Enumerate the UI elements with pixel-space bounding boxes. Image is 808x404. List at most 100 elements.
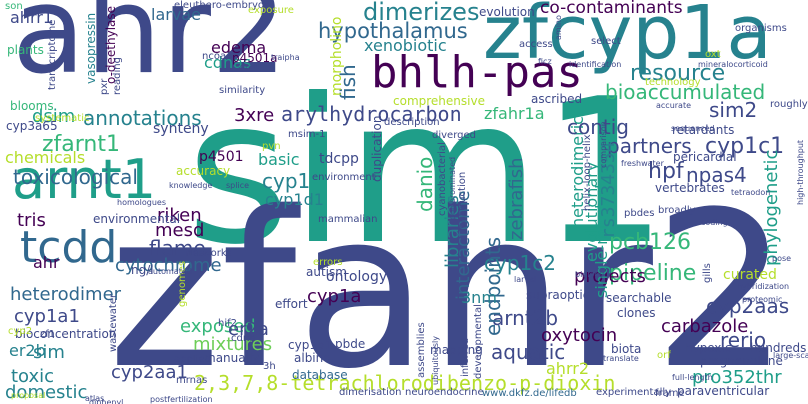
cloud-word: ahr [33, 253, 60, 272]
cloud-word: zfarnt1 [42, 132, 120, 157]
cloud-word: larval [514, 275, 537, 284]
cloud-word: er2b [9, 341, 46, 360]
cloud-word: hypothalamus [318, 19, 468, 43]
cloud-word: curated [723, 267, 777, 283]
cloud-word: heterodimer [10, 284, 122, 305]
cloud-word: biota [611, 342, 642, 356]
cloud-word: technology [645, 77, 701, 88]
cloud-word: tris [17, 210, 46, 231]
cloud-word: partners [607, 134, 692, 158]
cloud-word: systematic [35, 113, 90, 124]
cloud-word: database [292, 368, 348, 382]
cloud-word: proteomic [742, 295, 783, 304]
cloud-word: chemicals [5, 148, 86, 167]
cloud-word: knowledge [169, 181, 213, 190]
cloud-word: comparison [599, 121, 608, 168]
cloud-word: basic [258, 150, 300, 169]
cloud-word: construction [457, 171, 468, 234]
cloud-word: bioconcentration [15, 327, 117, 341]
cloud-word: edema [211, 38, 267, 57]
cloud-word: atlas [85, 394, 105, 403]
cloud-word: transcriptome [47, 19, 58, 90]
cloud-word: pcb126 [609, 230, 692, 255]
cloud-word: pro352thr [692, 367, 782, 388]
cloud-word: draft [240, 62, 260, 71]
cloud-word: coding [701, 218, 728, 227]
cloud-word: sim2 [709, 98, 758, 122]
cloud-word: clones [617, 306, 656, 320]
cloud-word: arnt2b [492, 306, 559, 330]
cloud-word: evolution [479, 5, 535, 19]
cloud-word: contig [567, 115, 630, 139]
cloud-word: cyp1 [262, 169, 311, 193]
cloud-word: homologues [117, 198, 167, 207]
cloud-word: tcdd [20, 222, 118, 273]
cloud-word: dimerisation [339, 387, 402, 398]
cloud-word: blooms [10, 99, 54, 113]
cloud-word: description [384, 117, 440, 128]
cloud-word: reading [112, 57, 123, 95]
cloud-word: paraventricular [677, 384, 770, 398]
cloud-word: zfcyp1a [483, 0, 772, 76]
cloud-word: gills [702, 263, 713, 283]
cloud-word: pericardial [673, 150, 737, 164]
cloud-word: ahrr1 [10, 8, 53, 27]
cloud-word: diphenyl [89, 398, 124, 404]
cloud-word: dsim [32, 106, 76, 127]
cloud-word: broadly [658, 205, 696, 216]
cloud-word: danio [413, 156, 437, 212]
cloud-word: freshwater [621, 159, 664, 168]
cloud-word: aquatic [491, 340, 566, 364]
cloud-word: projects [574, 266, 646, 287]
cloud-word: assemblies [416, 322, 427, 378]
cloud-word: ficz [538, 57, 552, 66]
cloud-word: bioaccumulated [605, 80, 766, 104]
cloud-word: pregnenolone [700, 354, 783, 368]
cloud-word: inferred [460, 337, 471, 377]
cloud-word: mixtures [193, 334, 273, 355]
cloud-word: 3h [263, 361, 276, 372]
cloud-word: roughly [770, 99, 808, 110]
cloud-word: oxt [705, 49, 721, 60]
cloud-word: wastewater [108, 293, 119, 352]
cloud-word: amino [554, 15, 563, 40]
cloud-word: hypoxic [685, 341, 732, 355]
cloud-word: biology [575, 270, 605, 279]
cloud-word: supraoptic [526, 288, 590, 302]
cloud-word: eleuthero-embryos [174, 0, 270, 11]
cloud-word: dimerizes [363, 0, 480, 26]
cloud-word: cyp1c1 [705, 134, 785, 159]
cloud-word: son [5, 1, 23, 12]
cloud-word: select [591, 36, 621, 47]
cloud-word: pbdes [624, 208, 655, 219]
cloud-word: sim1 [186, 56, 668, 289]
cloud-word: co-contaminants [540, 0, 683, 18]
cloud-word: identification [569, 60, 622, 69]
cloud-word: ahrr2 [546, 359, 589, 378]
cloud-word: mapping [430, 343, 483, 357]
cloud-word: environmental [93, 212, 181, 226]
cloud-word: accuracy [176, 164, 231, 178]
cloud-word: access [519, 39, 553, 50]
cloud-word: 3nm [461, 288, 497, 307]
cloud-word: cyp1d1 [265, 190, 324, 209]
cloud-word: p4501 [199, 149, 244, 165]
cloud-word: synteny [153, 121, 209, 137]
cloud-word: zf1 [40, 329, 56, 340]
cloud-word: ontology [326, 269, 388, 285]
cloud-word: ubiquitously [431, 336, 440, 385]
cloud-word: www.dkfz.de/lifedb [482, 388, 577, 399]
cloud-word: applied [174, 354, 211, 365]
cloud-word: manually [204, 351, 260, 365]
cloud-word: bhlh-pas [371, 47, 583, 98]
cloud-word: diverged [432, 130, 476, 141]
cloud-word: cdnas [204, 53, 252, 72]
cloud-word: toxicological [13, 165, 138, 189]
cloud-word: automated [148, 267, 192, 276]
cloud-word: high-throughput [796, 139, 805, 205]
cloud-word: cyp3a65 [6, 119, 58, 133]
cloud-word: cyp1b1 [288, 338, 333, 352]
cloud-word: morpholino [329, 16, 345, 96]
cloud-word: exposed [180, 316, 256, 337]
